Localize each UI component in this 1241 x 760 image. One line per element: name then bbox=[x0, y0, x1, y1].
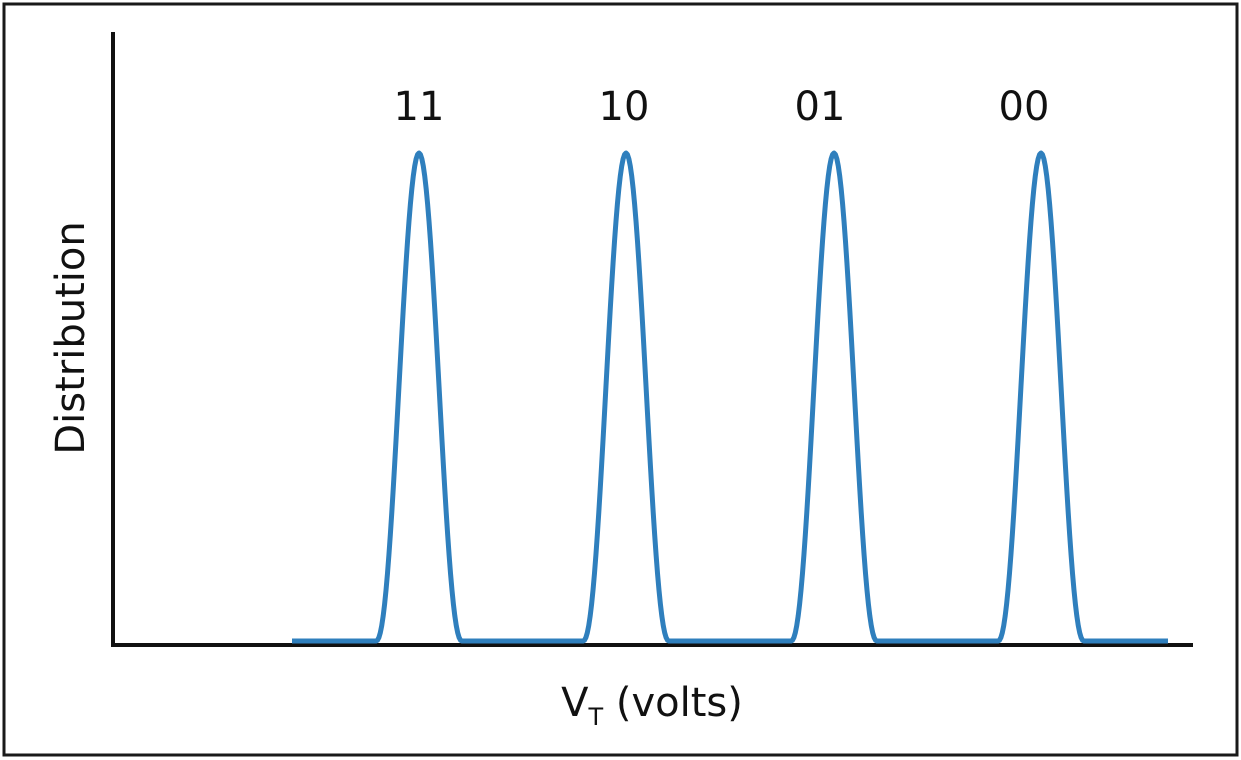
peak-label-11: 11 bbox=[394, 84, 445, 130]
x-axis-label-rest: (volts) bbox=[603, 680, 743, 726]
x-axis-label: VT (volts) bbox=[561, 680, 743, 731]
x-axis-label-subscript: T bbox=[587, 703, 603, 731]
x-axis-label-main: V bbox=[561, 680, 589, 726]
peak-label-00: 00 bbox=[999, 84, 1050, 130]
peak-label-10: 10 bbox=[599, 84, 650, 130]
peak-label-01: 01 bbox=[795, 84, 846, 130]
y-axis-label: Distribution bbox=[48, 221, 94, 454]
distribution-curve bbox=[292, 150, 1168, 644]
